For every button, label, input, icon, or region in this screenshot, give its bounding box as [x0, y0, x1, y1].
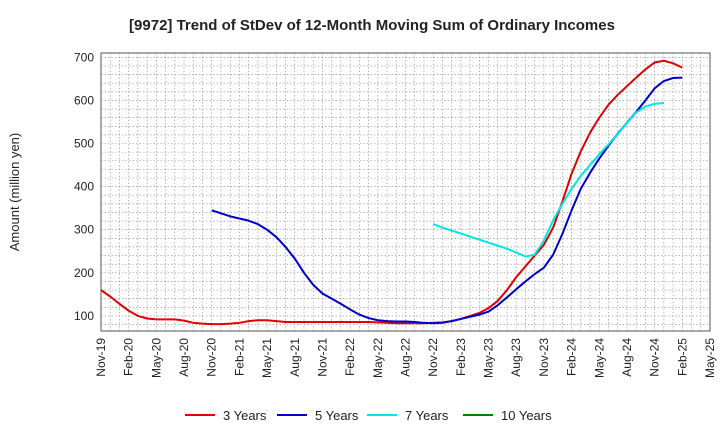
x-tick-label: Feb-23: [454, 338, 468, 376]
legend-label: 3 Years: [223, 408, 267, 423]
y-tick-label: 500: [74, 137, 94, 151]
x-tick-label: Nov-19: [94, 338, 108, 377]
x-tick-label: Nov-20: [205, 338, 219, 377]
series-line-5-years: [211, 76, 683, 325]
series-line-3-years: [100, 59, 683, 326]
legend-label: 7 Years: [405, 408, 449, 423]
x-tick-label: Feb-24: [565, 338, 579, 376]
x-tick-label: May-21: [260, 338, 274, 378]
legend: 3 Years 5 Years 7 Years 10 Years: [185, 408, 552, 423]
x-tick-label: May-23: [482, 338, 496, 378]
x-tick-label: Feb-20: [122, 338, 136, 376]
y-tick-label: 300: [74, 223, 94, 237]
series-line-7-years: [432, 102, 664, 258]
x-tick-label: Nov-23: [537, 338, 551, 377]
y-tick-label: 600: [74, 93, 94, 107]
plot-area: 100 200 300 400 500 600 700 Nov-19 Feb-20 May-20 A…: [74, 50, 717, 378]
chart-title: [9972] Trend of StDev of 12-Month Moving…: [129, 17, 615, 34]
x-tick-label: Aug-20: [177, 338, 191, 377]
y-axis-label: Amount (million yen): [7, 133, 22, 252]
x-tick-label: Aug-21: [288, 338, 302, 377]
y-tick-label: 400: [74, 180, 94, 194]
x-tick-label: Aug-24: [620, 338, 634, 377]
x-tick-label: May-25: [703, 338, 717, 378]
y-tick-label: 100: [74, 309, 94, 323]
y-tick-label: 700: [74, 50, 94, 64]
x-tick-label: Feb-22: [343, 338, 357, 376]
x-tick-label: May-24: [592, 338, 606, 378]
x-tick-label: Aug-22: [399, 338, 413, 377]
plot-border: [100, 52, 711, 332]
x-tick-label: May-22: [371, 338, 385, 378]
x-tick-label: Feb-25: [675, 338, 689, 376]
x-tick-label: Feb-21: [232, 338, 246, 376]
legend-label: 5 Years: [315, 408, 359, 423]
x-tick-label: Nov-24: [648, 338, 662, 377]
x-tick-label: Nov-22: [426, 338, 440, 377]
x-tick-label: May-20: [149, 338, 163, 378]
y-tick-label: 200: [74, 266, 94, 280]
legend-label: 10 Years: [501, 408, 552, 423]
x-tick-label: Nov-21: [315, 338, 329, 377]
x-tick-label: Aug-23: [509, 338, 523, 377]
